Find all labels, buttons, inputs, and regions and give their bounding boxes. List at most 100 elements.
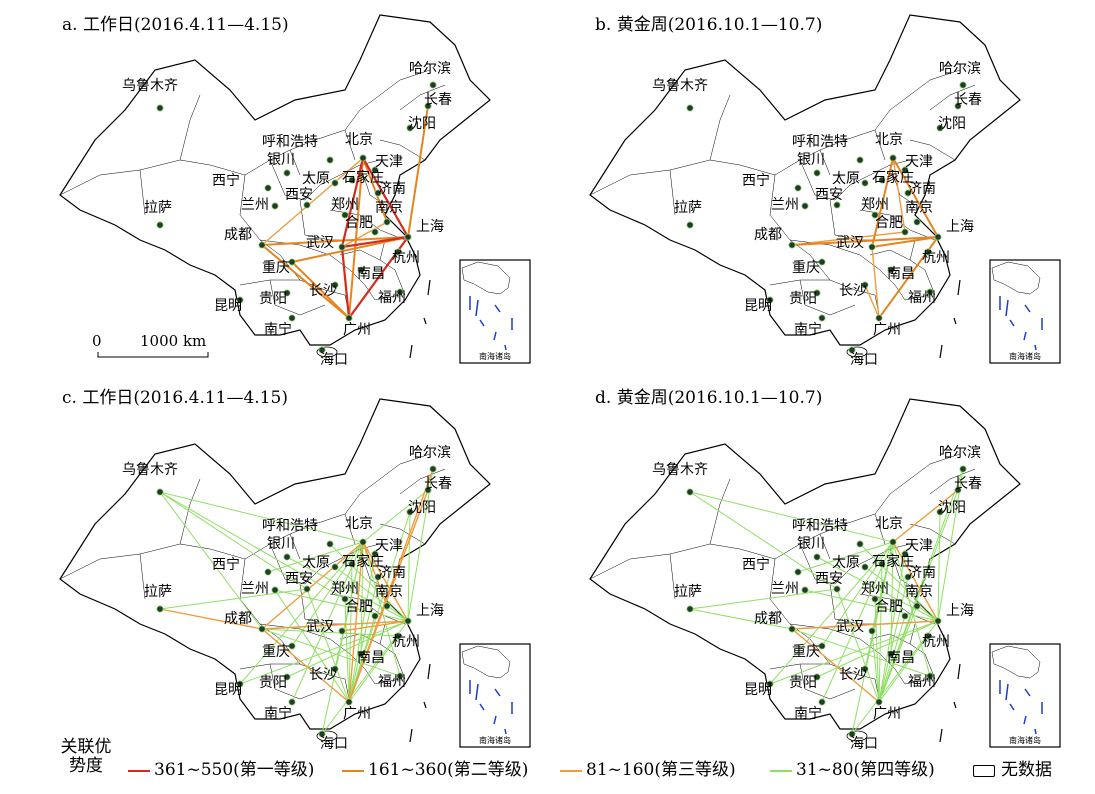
city-label: 西宁 (212, 556, 240, 573)
city-label: 福州 (378, 290, 406, 306)
city-label: 合肥 (875, 599, 903, 615)
flow-link (306, 588, 350, 703)
city-label: 沈阳 (938, 116, 966, 132)
city-label: 太原 (302, 555, 330, 571)
flow-link (689, 608, 793, 630)
city-marker (766, 680, 774, 688)
city-label: 杭州 (392, 634, 420, 650)
city-label: 南宁 (264, 321, 292, 338)
flow-link (892, 541, 939, 622)
city-label: 石家庄 (872, 169, 914, 186)
flow-link (159, 491, 308, 590)
legend-swatch-red (128, 769, 150, 772)
flow-link (291, 541, 364, 703)
flow-link (937, 468, 964, 622)
city-marker (303, 585, 311, 593)
city-marker (264, 184, 272, 192)
city-marker (801, 586, 809, 594)
city-marker (788, 241, 796, 249)
city-marker (934, 617, 942, 625)
city-marker (818, 314, 826, 322)
city-marker (404, 617, 412, 625)
flow-link (362, 157, 409, 238)
city-marker (396, 288, 404, 296)
flow-link (816, 556, 939, 622)
city-label: 西安 (815, 187, 843, 203)
flow-link (329, 543, 409, 622)
city-marker (878, 176, 886, 184)
city-marker (878, 560, 886, 568)
city-marker (766, 296, 774, 304)
legend-swatch-green (770, 769, 792, 772)
city-marker (813, 673, 821, 681)
city-label: 郑州 (861, 197, 889, 213)
city-marker (258, 625, 266, 633)
flow-link (341, 221, 388, 248)
south-china-sea-inset (459, 259, 531, 364)
city-marker (283, 673, 291, 681)
south-china-sea-inset (989, 643, 1061, 748)
flow-link (340, 157, 365, 248)
legend-swatch-light-orange (560, 769, 582, 772)
city-label: 拉萨 (674, 200, 702, 216)
city-label: 昆明 (744, 298, 772, 314)
city-label: 沈阳 (408, 116, 436, 132)
city-label: 呼和浩特 (792, 134, 848, 150)
city-label: 贵阳 (789, 675, 817, 691)
flow-link (159, 491, 364, 543)
flow-link (334, 541, 364, 670)
flow-link (892, 157, 939, 238)
flow-link (851, 620, 939, 735)
flow-link (821, 541, 894, 647)
city-label: 长沙 (309, 667, 337, 683)
city-marker (264, 568, 272, 576)
flow-link (159, 608, 263, 630)
city-label: 石家庄 (872, 553, 914, 570)
flow-link (340, 246, 351, 319)
city-label: 北京 (875, 132, 903, 148)
flow-link (261, 628, 350, 703)
inset-label: 南海诸岛 (479, 351, 511, 361)
city-label: 杭州 (922, 250, 950, 266)
city-label: 银川 (797, 536, 825, 552)
city-label: 南昌 (357, 650, 385, 666)
city-marker (686, 104, 694, 112)
city-label: 合肥 (345, 599, 373, 615)
city-label: 武汉 (836, 235, 864, 251)
city-marker (236, 296, 244, 304)
legend-label: 31~80(第四等级) (796, 760, 935, 780)
city-label: 重庆 (792, 644, 820, 660)
city-marker (686, 488, 694, 496)
city-marker (288, 314, 296, 322)
city-marker (318, 346, 326, 354)
city-marker (326, 156, 334, 164)
city-label: 兰州 (771, 197, 799, 213)
city-label: 成都 (754, 611, 782, 627)
legend-item-no-data: 无数据 (973, 760, 1052, 780)
flow-link (871, 157, 894, 248)
city-label: 太原 (832, 171, 860, 187)
scale-bar-label: 1000 km (140, 332, 206, 350)
flow-link (360, 541, 364, 655)
flow-link (362, 489, 429, 543)
city-label: 天津 (905, 538, 933, 554)
flow-link (362, 157, 388, 223)
city-marker (926, 672, 934, 680)
flow-link (348, 511, 411, 703)
city-label: 南京 (905, 200, 933, 216)
legend-title: 关联优势度 (60, 737, 112, 776)
legend-item-third: 81~160(第三等级) (560, 760, 736, 780)
city-label: 长春 (954, 92, 982, 108)
flow-link (871, 246, 880, 319)
city-marker (394, 248, 402, 256)
flow-link (334, 566, 409, 622)
city-label: 乌鲁木齐 (122, 78, 178, 94)
city-label: 西安 (285, 571, 313, 587)
city-label: 海口 (850, 352, 878, 368)
city-marker (794, 184, 802, 192)
flow-link (348, 468, 434, 703)
city-marker (156, 104, 164, 112)
flow-link (261, 620, 409, 630)
city-label: 贵阳 (259, 675, 287, 691)
